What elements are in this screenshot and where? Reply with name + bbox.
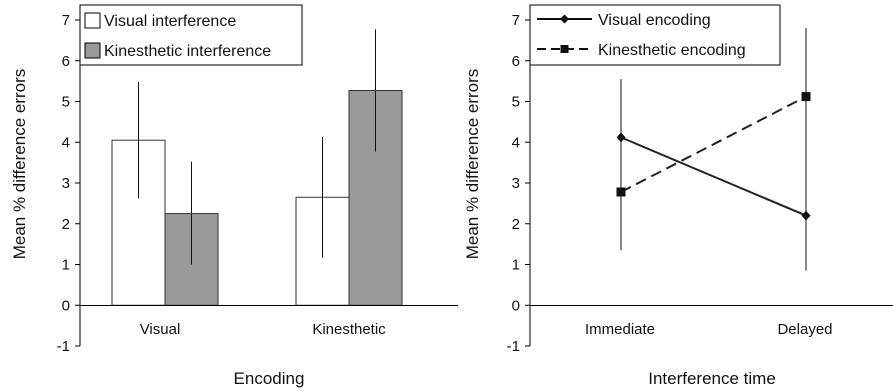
error-bar-group [620, 28, 807, 271]
y-tick-group: -1 0 1 2 3 4 5 6 7 [57, 12, 80, 355]
y-tick-label: 3 [512, 175, 520, 192]
legend-marker-square [560, 45, 569, 53]
legend-swatch-visual-interference [84, 12, 101, 29]
y-axis-label: Mean % difference errors [10, 69, 29, 260]
y-tick-label: 0 [62, 297, 70, 314]
x-tick-label-immediate: Immediate [585, 321, 655, 338]
line-visual-encoding [620, 136, 807, 217]
x-tick-label-visual: Visual [140, 321, 181, 338]
marker-kinesthetic-encoding-delayed [801, 92, 811, 102]
line-kinesthetic-encoding [620, 95, 807, 193]
legend-label-kinesthetic-interference: Kinesthetic interference [104, 43, 271, 60]
legend-swatch-kinesthetic-interference [84, 42, 101, 59]
legend-label-visual-interference: Visual interference [104, 13, 236, 30]
legend-frame [529, 4, 781, 66]
bar-chart-panel: -1 0 1 2 3 4 5 6 7 Visual Kinesthetic Encoding M… [10, 4, 458, 388]
marker-group [616, 92, 811, 221]
y-tick-label: 5 [512, 94, 520, 111]
marker-visual-encoding-delayed [801, 210, 811, 221]
y-tick-label: 2 [62, 216, 70, 233]
y-tick-label: -1 [507, 338, 520, 355]
y-tick-group: -1 0 1 2 3 4 5 6 7 [507, 12, 530, 355]
legend-label-kinesthetic-encoding: Kinesthetic encoding [598, 42, 746, 59]
y-tick-label: 7 [62, 12, 70, 29]
x-tick-label-delayed: Delayed [777, 321, 832, 338]
y-tick-label: 5 [62, 94, 70, 111]
x-tick-label-kinesthetic: Kinesthetic [312, 321, 386, 338]
y-tick-label: 1 [512, 257, 520, 274]
error-bar-group [138, 29, 376, 265]
marker-kinesthetic-encoding-immediate [616, 187, 626, 197]
bar-series-group [111, 89, 403, 306]
y-tick-label: 4 [62, 134, 70, 151]
y-axis-label: Mean % difference errors [463, 69, 482, 260]
x-axis-label: Interference time [648, 369, 776, 388]
marker-visual-encoding-immediate [616, 132, 626, 143]
y-tick-label: 2 [512, 216, 520, 233]
y-tick-label: 7 [512, 12, 520, 29]
legend: Visual interference Kinesthetic interfer… [79, 4, 303, 66]
legend-marker-diamond [560, 14, 569, 24]
legend: Visual encoding Kinesthetic encoding [529, 4, 781, 66]
y-tick-label: 1 [62, 257, 70, 274]
y-tick-label: 3 [62, 175, 70, 192]
line-chart-panel: -1 0 1 2 3 4 5 6 7 Immediate Delayed Interferenc… [463, 4, 893, 388]
y-tick-label: -1 [57, 338, 70, 355]
y-tick-label: 6 [62, 53, 70, 70]
legend-label-visual-encoding: Visual encoding [598, 12, 711, 29]
y-tick-label: 6 [512, 53, 520, 70]
y-tick-label: 0 [512, 297, 520, 314]
legend-frame [79, 4, 303, 66]
x-axis-label: Encoding [234, 369, 305, 388]
y-tick-label: 4 [512, 134, 520, 151]
line-series-group [620, 95, 807, 217]
